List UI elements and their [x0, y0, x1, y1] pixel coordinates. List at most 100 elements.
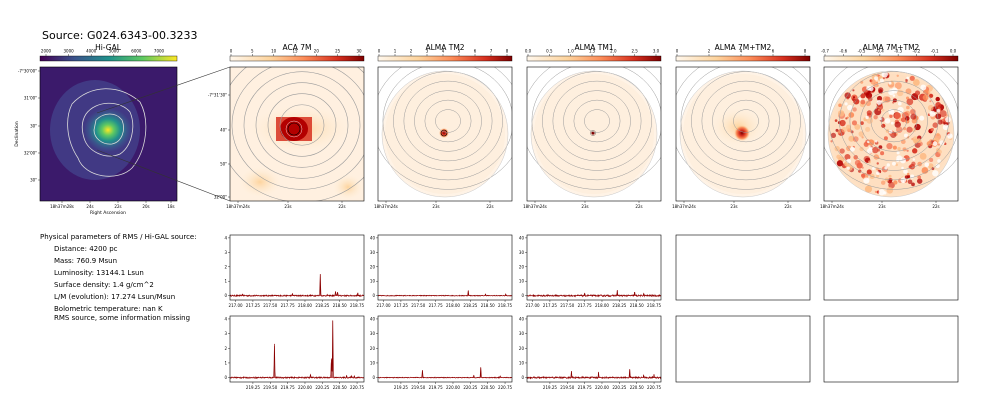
- map-cb-tick-label: 2.0: [610, 49, 617, 54]
- spectrum-x-tick-label: 218.25: [315, 303, 329, 308]
- spectrum-x-tick-label: 217.25: [543, 303, 557, 308]
- noise-blob: [841, 126, 847, 133]
- noise-hole: [900, 177, 907, 183]
- noise-blob: [877, 108, 880, 111]
- hi-gal-contour: [435, 109, 461, 133]
- higal-x-tick-label: 18s: [167, 204, 174, 209]
- map-panel-4: ALMA 7M+TM2 0 2 4 6 8 18h37m24s 23s 22s: [672, 43, 811, 209]
- hi-gal-contour: [542, 71, 652, 171]
- hi-gal-contour: [584, 109, 610, 133]
- noise-blob: [830, 132, 837, 139]
- map-cb-tick-label: 5: [458, 49, 461, 54]
- noise-blob: [917, 175, 922, 179]
- noise-hole: [863, 177, 870, 184]
- hi-gal-contour: [573, 99, 621, 143]
- noise-blob: [874, 190, 877, 194]
- map-panel-image: [676, 67, 810, 201]
- higal-colorbar: [39, 55, 178, 62]
- hi-gal-contour: [680, 67, 810, 181]
- noise-hole: [912, 158, 916, 161]
- map-cb-tick-label: -0.4: [876, 49, 884, 54]
- higal-cb-tick-label: 5000: [109, 49, 120, 54]
- info-line-evolution: L/M (evolution): 17.274 Lsun/Msun: [54, 293, 176, 301]
- info-line-bolometric-temperature: Bolometric temperature: nan K: [54, 305, 163, 313]
- spectrum-x-tick-label: 218.00: [595, 303, 609, 308]
- noise-blob: [916, 178, 923, 184]
- noise-blob: [834, 119, 838, 122]
- noise-blob: [904, 175, 909, 180]
- spectrum-y-tick-label: 40: [370, 235, 376, 240]
- spectrum-x-tick-label: 220.25: [612, 385, 626, 390]
- map-panel-image: [824, 67, 958, 201]
- noise-blob: [892, 98, 897, 103]
- noise-blob: [927, 104, 934, 111]
- map-panel-frame: [377, 66, 513, 202]
- spectrum-x-tick-label: 217.25: [246, 303, 260, 308]
- noise-hole: [888, 81, 892, 85]
- tm2-source: [439, 128, 449, 138]
- higal-frame: [39, 66, 178, 202]
- noise-blob: [836, 160, 844, 167]
- higal-title: Hi-GAL: [95, 43, 122, 52]
- noise-blob: [914, 123, 921, 131]
- noise-hole: [903, 169, 908, 174]
- noise-blob: [867, 139, 875, 146]
- hi-gal-contour: [733, 109, 759, 133]
- noise-hole: [936, 108, 941, 113]
- map-cb-tick-label: 2: [708, 49, 711, 54]
- source-title: Source: G024.6343-00.3233: [42, 29, 197, 42]
- noise-blob: [937, 143, 940, 146]
- noise-blob: [846, 116, 849, 119]
- spectrum-line: [377, 290, 513, 297]
- noise-hole: [866, 148, 873, 154]
- noise-blob: [910, 113, 917, 120]
- map-y-tick-label: 50": [220, 162, 227, 167]
- spectrum-x-tick-label: 218.25: [463, 303, 477, 308]
- hi-gal-contour: [552, 80, 642, 162]
- hi-gal-contour: [414, 90, 482, 152]
- map-panel-image: [378, 67, 512, 201]
- higal-y-tick-label: 31'00": [24, 96, 37, 101]
- noise-blob: [834, 145, 840, 152]
- map-panel-image: [527, 67, 661, 201]
- noise-hole: [844, 102, 848, 106]
- spectrum-x-tick-label: 220.00: [595, 385, 609, 390]
- noise-blob: [935, 113, 942, 120]
- spectrum-x-tick-label: 219.75: [578, 385, 592, 390]
- map-panel-frame: [229, 66, 365, 202]
- map-x-tick-label: 22s: [338, 204, 345, 209]
- noise-blob: [906, 105, 910, 110]
- noise-blob: [836, 154, 841, 159]
- hi-gal-contour: [839, 71, 949, 171]
- info-line-mass: Mass: 760.9 Msun: [54, 257, 118, 265]
- hi-gal-contour: [701, 80, 791, 162]
- spectrum-y-tick-label: 10: [370, 360, 376, 365]
- noise-blob: [906, 98, 914, 106]
- spectrum-x-tick-label: 218.75: [498, 303, 512, 308]
- noise-hole: [886, 163, 890, 167]
- noise-blob: [919, 152, 927, 160]
- aca-halo: [330, 172, 364, 201]
- noise-blob: [856, 162, 863, 169]
- noise-blob: [912, 148, 918, 154]
- map-panel-frame: [526, 66, 662, 202]
- hi-gal-contour: [563, 90, 631, 152]
- hi-gal-contour: [691, 71, 801, 171]
- higal-y-tick-label: -7°30'00": [18, 69, 37, 74]
- noise-blob: [913, 79, 920, 86]
- noise-blob: [844, 154, 851, 161]
- noise-hole: [878, 189, 885, 196]
- spectrum-x-tick-label: 217.50: [560, 303, 574, 308]
- map-cb-tick-label: 15: [292, 49, 298, 54]
- higal-x-tick-label: 20s: [142, 204, 149, 209]
- map-cb-tick-label: 6: [772, 49, 775, 54]
- spectrum-y-tick-label: 40: [519, 235, 525, 240]
- noise-blob: [839, 119, 846, 127]
- noise-blob: [861, 136, 864, 139]
- noise-hole: [939, 140, 945, 146]
- noise-blob: [845, 124, 852, 130]
- map-panel-title: ALMA TM2: [425, 43, 464, 52]
- map-x-tick-label: 18h37m24s: [374, 204, 398, 209]
- map-y-tick-label: 32'00": [214, 195, 227, 200]
